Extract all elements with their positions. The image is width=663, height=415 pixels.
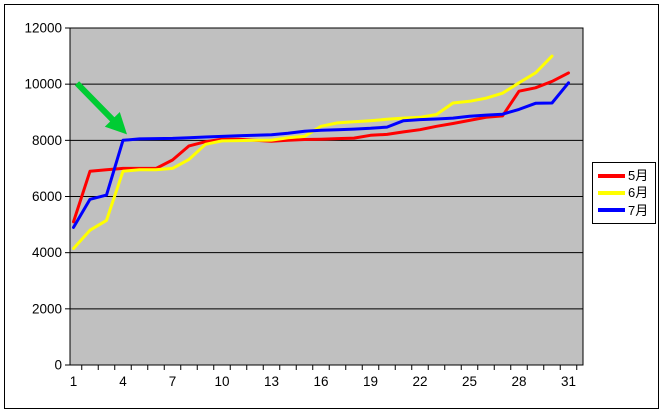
legend: 5月 6月 7月 [592, 162, 656, 224]
chart-outer-border [4, 4, 659, 409]
legend-label-may: 5月 [628, 168, 649, 184]
y-axis-label: 8000 [32, 133, 62, 148]
july-line-swatch [598, 208, 625, 213]
y-axis-label: 12000 [24, 21, 62, 36]
x-axis-label: 13 [264, 374, 279, 389]
x-axis-label: 25 [462, 374, 477, 389]
x-axis-label: 1 [70, 374, 78, 389]
x-axis-label: 16 [313, 374, 328, 389]
june-line-swatch [598, 190, 625, 195]
annotation-arrow-shaft [74, 81, 117, 124]
series-line-7月 [72, 81, 570, 229]
legend-item-june: 6月 [598, 185, 653, 201]
y-axis-label: 6000 [32, 189, 62, 204]
y-axis-label: 4000 [32, 245, 62, 260]
y-axis-label: 2000 [32, 301, 62, 316]
annotation-arrow-head [104, 111, 127, 135]
legend-label-june: 6月 [628, 185, 649, 201]
x-axis-label: 22 [412, 374, 427, 389]
legend-label-july: 7月 [628, 202, 649, 218]
legend-item-may: 5月 [598, 168, 653, 184]
y-axis-label: 0 [54, 358, 62, 373]
x-axis-label: 10 [214, 374, 229, 389]
x-axis-label: 19 [363, 374, 378, 389]
y-axis-label: 10000 [24, 77, 62, 92]
may-line-swatch [598, 173, 625, 178]
x-axis-label: 31 [561, 374, 576, 389]
x-axis-label: 28 [511, 374, 526, 389]
legend-item-july: 7月 [598, 202, 653, 218]
x-axis-label: 7 [169, 374, 177, 389]
x-axis-label: 4 [119, 374, 127, 389]
